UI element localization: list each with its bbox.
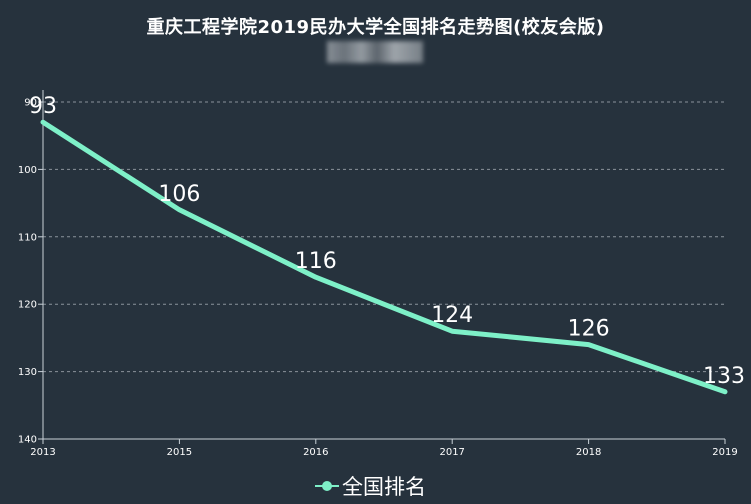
x-tick-label-2013: 2013: [30, 447, 55, 458]
x-tick-label-2015: 2015: [167, 447, 192, 458]
legend: 全国排名: [315, 475, 426, 499]
data-label-2015: 106: [158, 182, 200, 207]
data-point-2018: [586, 342, 591, 347]
data-point-2017: [450, 329, 455, 334]
legend-dot-marker: [322, 481, 332, 491]
y-tick-label-90: 90: [24, 98, 37, 109]
y-tick-label-110: 110: [18, 232, 37, 243]
data-point-2016: [313, 275, 318, 280]
grid-lines: [43, 101, 725, 373]
x-tick-label-2017: 2017: [439, 447, 464, 458]
data-labels: 93 106 116 124 126 133: [29, 94, 745, 389]
data-label-2016: 116: [295, 249, 337, 274]
data-label-2019: 133: [703, 364, 745, 389]
data-label-2018: 126: [568, 317, 610, 342]
x-tick-label-2018: 2018: [576, 447, 601, 458]
y-tick-label-130: 130: [18, 367, 37, 378]
data-label-2013: 93: [29, 94, 57, 119]
legend-label: 全国排名: [342, 475, 426, 499]
blurred-subtitle-watermark: [327, 41, 423, 63]
data-point-2015: [177, 207, 182, 212]
data-point-2019: [723, 389, 727, 394]
x-tick-label-2016: 2016: [303, 447, 328, 458]
x-tick-label-2019: 2019: [712, 447, 737, 458]
data-point-2013: [41, 120, 45, 125]
series-line-全国排名: [40, 119, 728, 395]
series: [40, 119, 728, 395]
chart-title: 重庆工程学院2019民办大学全国排名走势图(校友会版): [146, 17, 605, 38]
y-tick-label-120: 120: [18, 300, 37, 311]
y-tick-label-140: 140: [18, 435, 37, 446]
data-label-2017: 124: [431, 303, 473, 328]
y-tick-label-100: 100: [18, 165, 37, 176]
